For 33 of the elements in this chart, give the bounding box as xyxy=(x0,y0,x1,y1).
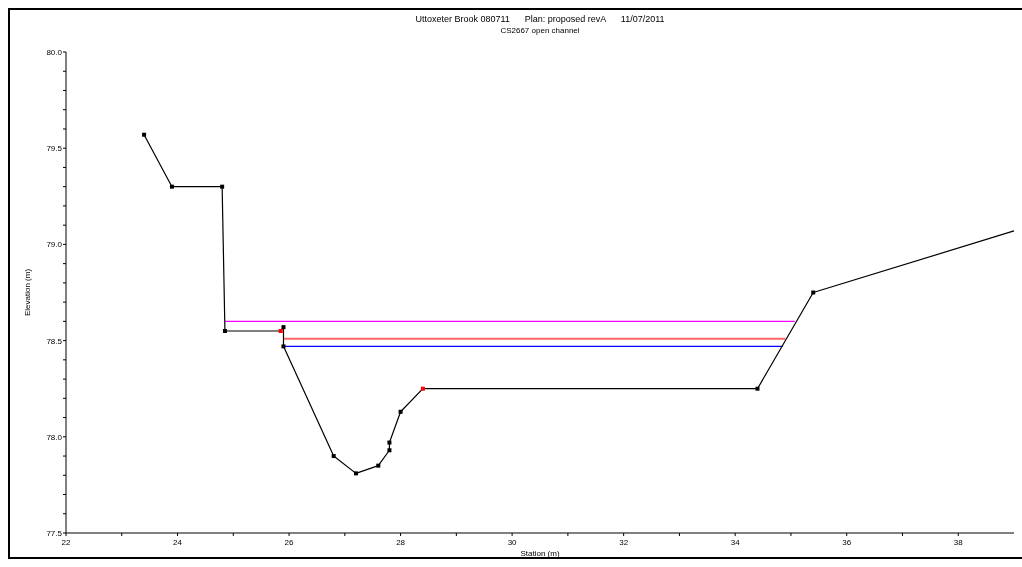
point xyxy=(420,386,425,391)
x-tick-label: 34 xyxy=(730,538,741,547)
x-tick-label: 36 xyxy=(842,538,852,547)
x-tick-label: 28 xyxy=(396,538,406,547)
x-tick-label: 30 xyxy=(507,538,518,547)
point xyxy=(387,448,392,453)
y-tick-label: 79.0 xyxy=(46,240,63,250)
y-tick-label: 78.0 xyxy=(46,432,63,442)
y-tick-label: 77.5 xyxy=(46,529,63,538)
x-tick-label: 26 xyxy=(284,538,295,547)
y-tick-label: 79.5 xyxy=(46,144,63,154)
point xyxy=(169,184,174,189)
point xyxy=(398,409,403,414)
y-axis-title: Elevation (m) xyxy=(23,268,32,317)
chart-title: Uttoxeter Brook 080711 Plan: proposed revA 11/07/2011 xyxy=(415,14,665,24)
x-tick-label: 32 xyxy=(619,538,629,547)
point xyxy=(376,463,381,468)
x-tick-label: 22 xyxy=(61,538,71,547)
point xyxy=(281,325,286,330)
point xyxy=(220,184,225,189)
point xyxy=(331,454,336,459)
point xyxy=(142,132,147,137)
chart-subtitle: CS2667 open channel xyxy=(500,26,580,35)
x-tick-label: 24 xyxy=(173,538,183,547)
y-tick-label: 80.0 xyxy=(46,48,63,57)
point xyxy=(222,328,227,333)
x-tick-label: 38 xyxy=(953,538,964,547)
point xyxy=(387,440,392,445)
point xyxy=(811,290,816,295)
y-tick-label: 78.5 xyxy=(46,336,63,346)
point xyxy=(755,386,760,391)
point xyxy=(281,344,286,349)
point xyxy=(353,471,358,476)
